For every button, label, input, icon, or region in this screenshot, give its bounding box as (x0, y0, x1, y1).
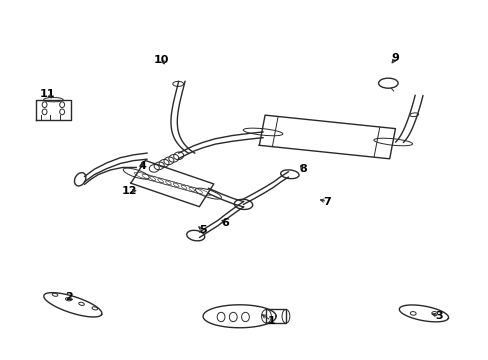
Text: 8: 8 (299, 164, 306, 174)
Text: 6: 6 (221, 218, 228, 228)
Text: 11: 11 (39, 89, 55, 99)
Text: 10: 10 (154, 55, 169, 65)
Text: 12: 12 (122, 186, 138, 197)
Text: 3: 3 (435, 311, 443, 321)
Text: 7: 7 (323, 197, 330, 207)
Text: 1: 1 (267, 316, 275, 325)
Text: 5: 5 (199, 225, 206, 235)
Text: 4: 4 (138, 161, 146, 171)
Text: 9: 9 (391, 53, 399, 63)
Text: 2: 2 (65, 292, 73, 302)
